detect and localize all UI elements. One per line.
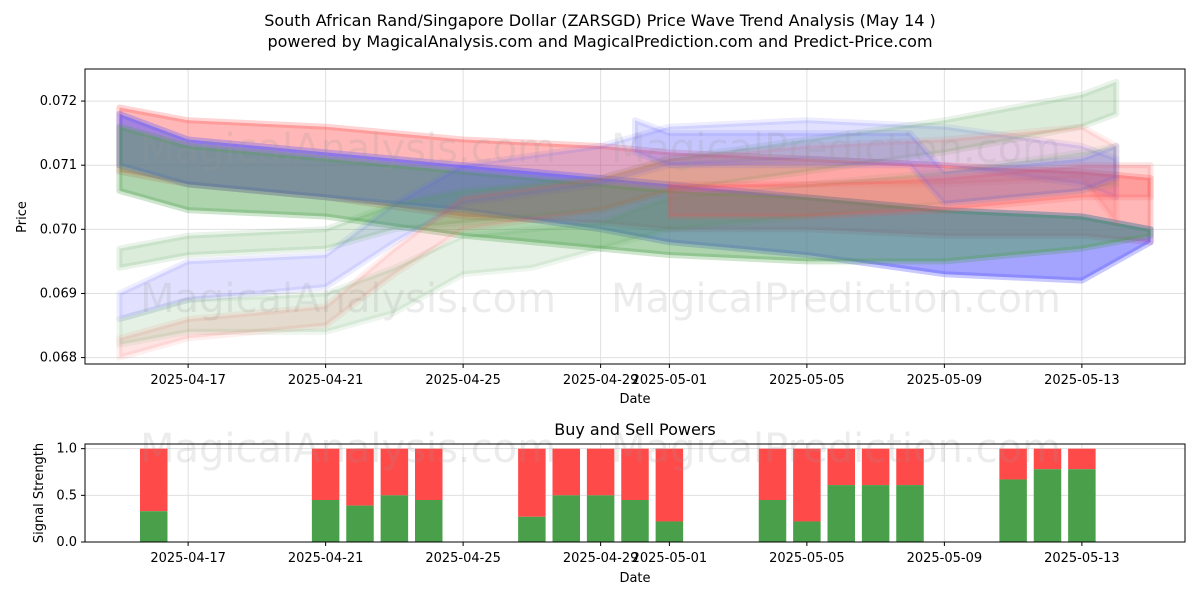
buy-power-bar <box>896 485 924 542</box>
sell-power-bar <box>415 448 443 500</box>
sell-power-bar <box>758 448 787 500</box>
price-plot-frame <box>84 68 1186 365</box>
buy-power-bar <box>758 500 787 542</box>
price-x-tick-label: 2025-05-09 <box>907 373 983 388</box>
price-y-ticks: 0.068 0.069 0.070 0.071 0.072 <box>40 94 85 366</box>
power-watermarks: MagicalAnalysis.com MagicalPrediction.co… <box>140 426 1061 472</box>
sell-power-bar <box>793 448 821 522</box>
price-x-tick-label: 2025-04-17 <box>150 373 226 388</box>
price-wave-band <box>116 123 1154 265</box>
sell-power-bar <box>621 448 649 500</box>
power-x-axis-label: Date <box>619 571 650 586</box>
price-wave-band <box>116 117 1120 323</box>
power-x-tick-label: 2025-04-29 <box>563 551 639 566</box>
watermark-analysis-upper: MagicalAnalysis.com <box>140 126 556 172</box>
price-x-axis-label: Date <box>619 392 650 407</box>
buy-power-bar <box>861 485 890 542</box>
price-y-axis-label: Price <box>15 201 30 233</box>
sell-power-bar <box>140 448 168 512</box>
power-x-ticks: 2025-04-17 2025-04-21 2025-04-25 2025-04-29… <box>150 542 1120 566</box>
sell-power-bar <box>896 448 924 486</box>
price-chart: MagicalAnalysis.com MagicalPrediction.co… <box>15 68 1186 407</box>
price-y-tick-label: 0.070 <box>40 222 77 237</box>
power-y-tick-label: 1.0 <box>56 442 77 457</box>
buy-power-bar <box>311 500 340 542</box>
sell-power-bar <box>380 448 409 496</box>
power-x-tick-label: 2025-05-01 <box>632 551 708 566</box>
price-x-ticks: 2025-04-17 2025-04-21 2025-04-25 2025-04-29… <box>150 364 1120 388</box>
buy-power-bar <box>1068 469 1096 542</box>
watermark-prediction-power: MagicalPrediction.com <box>611 426 1061 472</box>
sell-power-bar <box>827 448 855 486</box>
buy-power-bar <box>346 505 374 542</box>
sell-power-bar <box>655 448 684 522</box>
buy-power-bar <box>621 500 649 542</box>
buy-power-bar <box>140 511 168 542</box>
sell-power-bar <box>1068 448 1096 470</box>
watermark-analysis-power: MagicalAnalysis.com <box>140 426 556 472</box>
price-x-tick-label: 2025-04-21 <box>288 373 364 388</box>
buy-power-bar <box>999 479 1027 542</box>
sell-power-bar <box>346 448 374 506</box>
price-wave-band <box>666 162 1154 220</box>
price-y-tick-label: 0.072 <box>40 94 77 109</box>
power-y-tick-label: 0.5 <box>56 488 77 503</box>
power-bars <box>140 448 1096 542</box>
price-wave-band <box>116 123 1120 361</box>
power-chart: Buy and Sell Powers MagicalAnalysis.com … <box>32 420 1186 586</box>
price-y-tick-label: 0.071 <box>40 158 77 173</box>
buy-power-bar <box>415 500 443 542</box>
price-wave-bands <box>116 78 1154 361</box>
buy-power-bar <box>793 521 821 542</box>
buy-power-bar <box>380 495 409 542</box>
chart-title-line1: South African Rand/Singapore Dollar (ZAR… <box>264 11 936 30</box>
buy-power-bar <box>1033 469 1062 542</box>
price-wave-band <box>116 78 1120 271</box>
sell-power-bar <box>1033 448 1062 470</box>
sell-power-bar <box>311 448 340 500</box>
power-x-tick-label: 2025-05-05 <box>769 551 845 566</box>
price-x-tick-label: 2025-05-01 <box>632 373 708 388</box>
power-y-axis-label: Signal Strength <box>32 443 47 543</box>
sell-power-bar <box>861 448 890 486</box>
power-x-tick-label: 2025-04-21 <box>288 551 364 566</box>
watermark-prediction-upper: MagicalPrediction.com <box>611 126 1061 172</box>
power-y-ticks: 0.0 0.5 1.0 <box>56 442 85 550</box>
sell-power-bar <box>552 448 580 496</box>
power-y-tick-label: 0.0 <box>56 535 77 550</box>
buy-power-bar <box>655 521 684 542</box>
price-y-tick-label: 0.069 <box>40 286 77 301</box>
sell-power-bar <box>518 448 546 517</box>
price-x-tick-label: 2025-04-25 <box>425 373 501 388</box>
chart-title-line2: powered by MagicalAnalysis.com and Magic… <box>267 32 932 51</box>
sell-power-bar <box>999 448 1027 480</box>
price-y-tick-label: 0.068 <box>40 351 77 366</box>
buy-power-bar <box>586 495 615 542</box>
power-chart-title: Buy and Sell Powers <box>554 420 716 439</box>
power-x-tick-label: 2025-04-25 <box>425 551 501 566</box>
power-plot-frame <box>84 443 1186 543</box>
power-x-tick-label: 2025-05-13 <box>1044 551 1120 566</box>
buy-power-bar <box>518 516 546 542</box>
price-wave-band <box>116 143 1120 348</box>
power-x-tick-label: 2025-05-09 <box>907 551 983 566</box>
price-wave-band <box>632 117 1120 207</box>
power-x-tick-label: 2025-04-17 <box>150 551 226 566</box>
price-x-tick-label: 2025-05-13 <box>1044 373 1120 388</box>
sell-power-bar <box>586 448 615 496</box>
price-watermarks: MagicalAnalysis.com MagicalPrediction.co… <box>140 126 1061 322</box>
buy-power-bar <box>552 495 580 542</box>
watermark-prediction-lower: MagicalPrediction.com <box>611 276 1061 322</box>
price-x-tick-label: 2025-05-05 <box>769 373 845 388</box>
price-x-tick-label: 2025-04-29 <box>563 373 639 388</box>
buy-power-bar <box>827 485 855 542</box>
price-wave-band <box>116 110 1154 284</box>
watermark-analysis-lower: MagicalAnalysis.com <box>140 276 556 322</box>
